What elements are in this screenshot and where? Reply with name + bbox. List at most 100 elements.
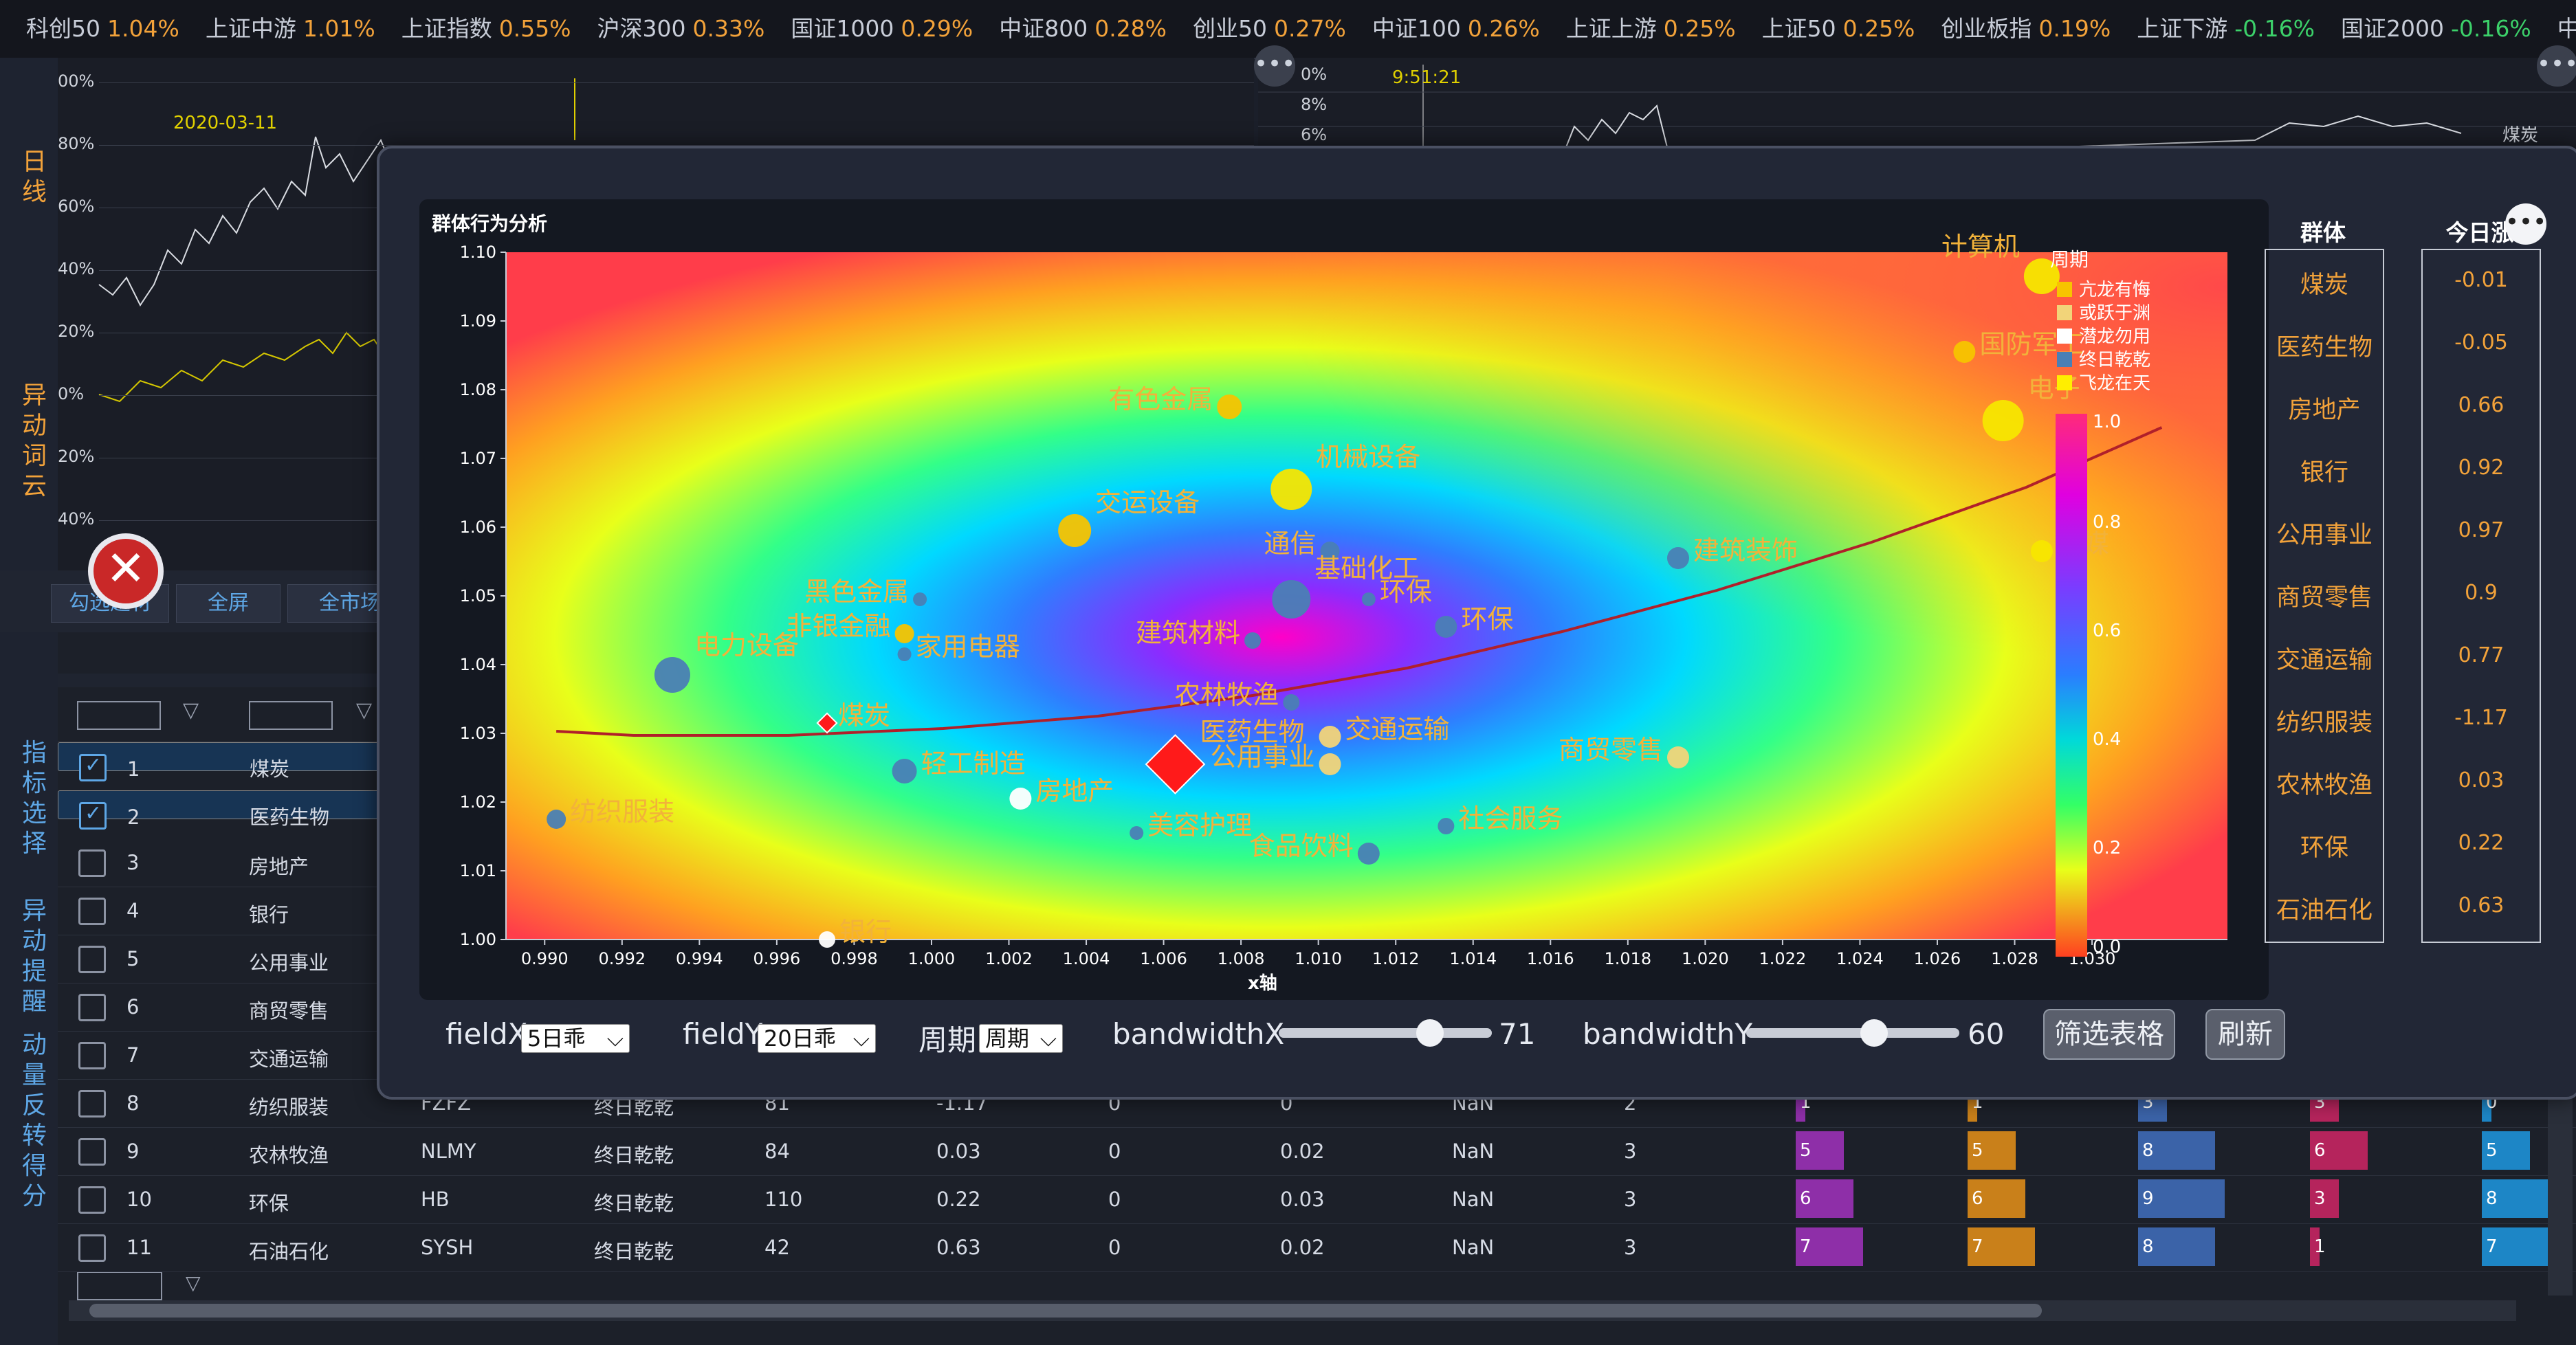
ticker-item[interactable]: 科创50 1.04%: [26, 0, 179, 58]
group-filter-input[interactable]: [249, 701, 333, 730]
point-marker[interactable]: [2030, 540, 2053, 562]
point-marker[interactable]: [1272, 580, 1311, 619]
x-tick-label: 0.996: [753, 949, 801, 968]
point-marker[interactable]: [1058, 514, 1092, 547]
ticker-item[interactable]: 上证下游 -0.16%: [2137, 0, 2315, 58]
point-marker[interactable]: [1319, 726, 1341, 748]
row-checkbox[interactable]: [78, 898, 106, 925]
right-more-icon[interactable]: •••: [2537, 45, 2576, 87]
table-row[interactable]: 11 石油石化 SYSH 终日乾乾 42 0.63 0 0.02 NaN 3 7 7 8 1 7: [58, 1223, 2576, 1272]
point-marker[interactable]: [892, 759, 917, 783]
right-change-value: 0.63: [2458, 893, 2505, 918]
fullscreen-button[interactable]: 全屏: [176, 584, 280, 623]
point-label: 机械设备: [1316, 442, 1420, 472]
point-marker[interactable]: [1244, 632, 1262, 649]
ticker-item[interactable]: 中证100 0.26%: [1372, 0, 1540, 58]
ticker-item[interactable]: 上证中游 1.01%: [206, 0, 375, 58]
right-group-name: 石油石化: [2276, 897, 2373, 924]
alert-tab[interactable]: 异动提醒: [21, 897, 47, 1016]
ticker-item[interactable]: 沪深300 0.33%: [597, 0, 765, 58]
point-marker[interactable]: [547, 810, 566, 829]
ticker-item[interactable]: 国证1000 0.29%: [791, 0, 973, 58]
row-checkbox[interactable]: [78, 946, 106, 973]
point-marker[interactable]: [1435, 616, 1457, 638]
point-marker[interactable]: [1953, 341, 1976, 363]
table-row[interactable]: 9 农林牧渔 NLMY 终日乾乾 84 0.03 0 0.02 NaN 3 5 5 8 6 5: [58, 1127, 2576, 1176]
fieldx-select[interactable]: 5日乖 ⌵: [521, 1024, 630, 1053]
word-cloud-tab[interactable]: 异动词云: [21, 381, 47, 500]
index-filter-input[interactable]: [77, 1271, 162, 1300]
row-checkbox[interactable]: [79, 800, 107, 830]
point-marker[interactable]: [1217, 394, 1242, 419]
point-marker[interactable]: [1130, 826, 1144, 840]
row-checkbox[interactable]: [78, 1090, 106, 1118]
refresh-button[interactable]: 刷新: [2205, 1009, 2285, 1060]
ticker-item[interactable]: 国证2000 -0.16%: [2341, 0, 2531, 58]
point-marker[interactable]: [1319, 753, 1341, 775]
point-marker[interactable]: [1320, 542, 1340, 561]
point-label: 环保: [1461, 604, 1513, 634]
vertical-scrollbar[interactable]: [2548, 1079, 2573, 1296]
ticker-item[interactable]: 创业50 0.27%: [1193, 0, 1346, 58]
ticker-value: 0.28%: [1094, 15, 1167, 42]
point-marker[interactable]: [1666, 746, 1689, 768]
row-col-c: NaN: [1452, 1188, 1495, 1211]
point-marker[interactable]: [1145, 734, 1206, 794]
ticker-item[interactable]: 中证5: [2557, 0, 2576, 58]
legend-swatch: [2057, 329, 2072, 344]
bandwidthy-slider[interactable]: [1746, 1028, 1959, 1038]
bandwidthy-knob[interactable]: [1860, 1019, 1888, 1047]
point-label: 交运设备: [1095, 487, 1200, 518]
intraday-more-icon[interactable]: •••: [1254, 45, 1295, 87]
point-marker[interactable]: [894, 624, 914, 643]
point-marker[interactable]: [1666, 547, 1689, 569]
point-marker[interactable]: [816, 712, 838, 734]
horizontal-scroll-thumb[interactable]: [89, 1304, 2042, 1318]
filter-icon[interactable]: ▽: [356, 698, 373, 722]
ticker-item[interactable]: 上证指数 0.55%: [401, 0, 571, 58]
ticker-item[interactable]: 创业板指 0.19%: [1941, 0, 2111, 58]
point-marker[interactable]: [1283, 694, 1300, 711]
point-marker[interactable]: [1438, 818, 1455, 834]
right-group-name: 煤炭: [2300, 271, 2348, 299]
table-row[interactable]: 10 环保 HB 终日乾乾 110 0.22 0 0.03 NaN 3 6 6 9 3 8: [58, 1175, 2576, 1224]
point-marker[interactable]: [654, 657, 690, 693]
filter-icon[interactable]: ▽: [183, 698, 199, 722]
ticker-item[interactable]: 上证上游 0.25%: [1566, 0, 1736, 58]
row-checkbox[interactable]: [78, 994, 106, 1021]
point-marker[interactable]: [897, 647, 912, 661]
ticker-item[interactable]: 中证800 0.28%: [999, 0, 1167, 58]
index-filter-input[interactable]: [77, 701, 161, 730]
index-select-tab[interactable]: 指标选择: [21, 739, 47, 858]
ticker-item[interactable]: 上证50 0.25%: [1762, 0, 1915, 58]
fieldy-label: fieldY: [683, 1017, 763, 1051]
y-label: 20%: [58, 447, 95, 466]
momentum-tab[interactable]: 动量反转得分: [21, 1031, 47, 1210]
chart-more-icon[interactable]: •••: [2505, 203, 2546, 245]
point-marker[interactable]: [819, 931, 836, 948]
bandwidthx-slider[interactable]: [1279, 1028, 1492, 1038]
close-icon[interactable]: ✕: [88, 533, 164, 609]
row-checkbox[interactable]: [78, 1042, 106, 1069]
period-select[interactable]: 周期 ⌵: [979, 1024, 1063, 1053]
point-marker[interactable]: [1982, 400, 2024, 441]
point-marker[interactable]: [1270, 469, 1312, 510]
point-marker[interactable]: [2023, 258, 2060, 294]
point-marker[interactable]: [1357, 843, 1380, 865]
y-label: 6%: [1301, 125, 1328, 144]
row-checkbox[interactable]: [78, 1234, 106, 1262]
filter-icon[interactable]: ▽: [186, 1271, 201, 1294]
row-checkbox[interactable]: [79, 752, 107, 781]
row-checkbox[interactable]: [78, 1138, 106, 1166]
row-checkbox[interactable]: [78, 849, 106, 877]
point-marker[interactable]: [1009, 788, 1032, 810]
point-marker[interactable]: [913, 592, 927, 606]
filter-table-button[interactable]: 筛选表格: [2043, 1009, 2175, 1060]
bandwidthx-knob[interactable]: [1416, 1019, 1444, 1047]
index-ticker: 科创50 1.04% 上证中游 1.01% 上证指数 0.55% 沪深300 0.33% 国证1…: [0, 0, 2576, 59]
point-marker[interactable]: [1361, 592, 1376, 606]
row-checkbox[interactable]: [78, 1186, 106, 1214]
fieldy-select[interactable]: 20日乖 ⌵: [758, 1024, 876, 1053]
grid-line: [99, 145, 1254, 146]
daily-tab[interactable]: 日线: [21, 148, 47, 206]
